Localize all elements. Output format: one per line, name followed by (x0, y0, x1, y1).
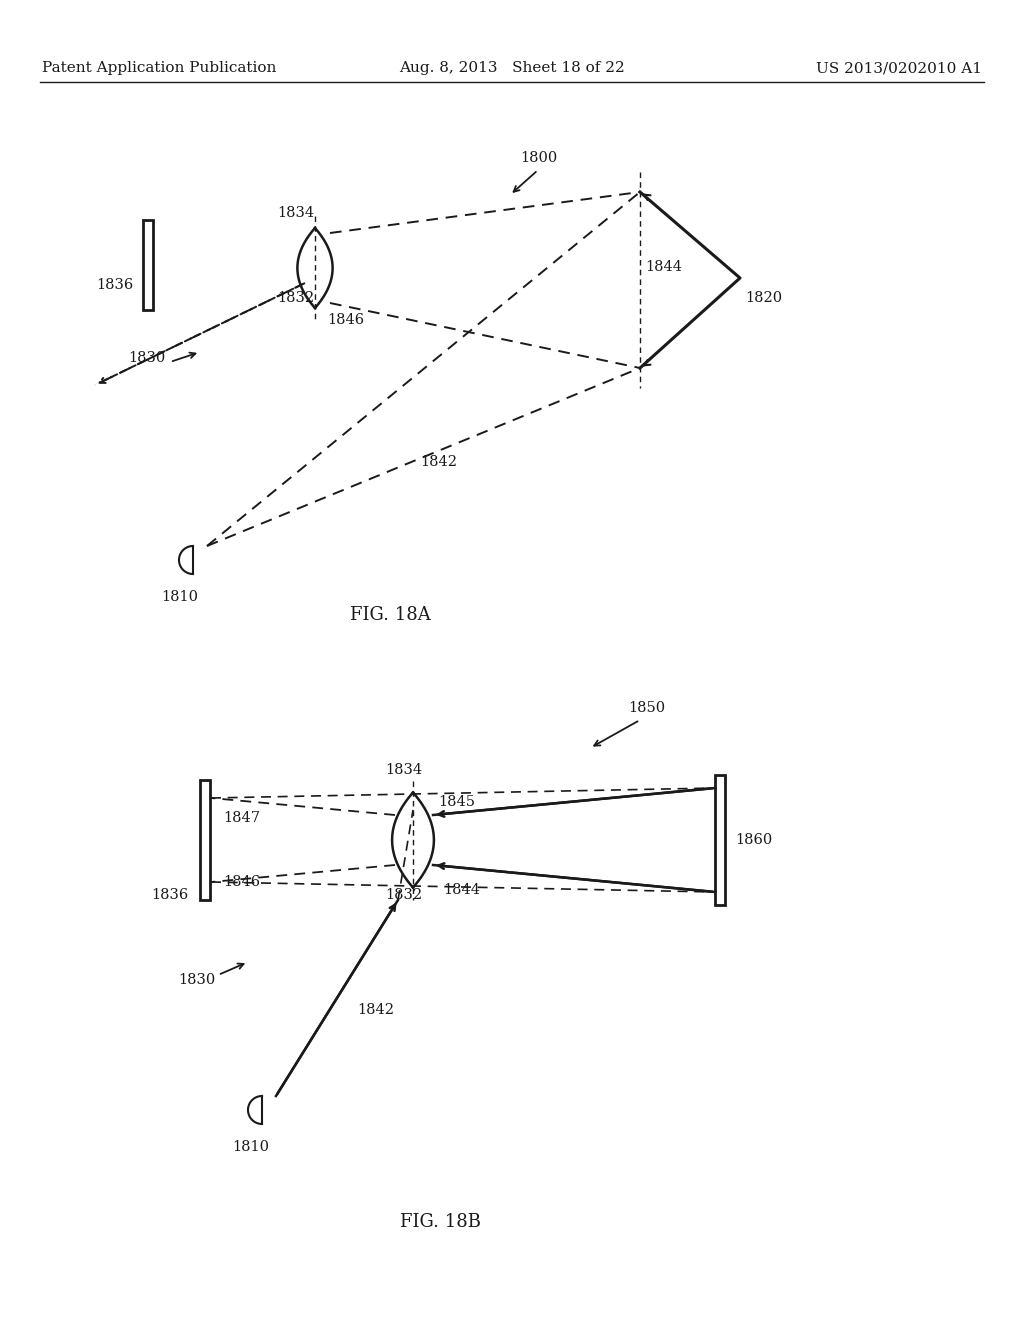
Text: 1830: 1830 (178, 973, 215, 987)
Text: 1846: 1846 (223, 875, 260, 888)
Text: 1810: 1810 (232, 1140, 269, 1154)
Text: 1832: 1832 (385, 888, 422, 902)
Text: 1842: 1842 (357, 1003, 394, 1016)
Text: 1820: 1820 (745, 290, 782, 305)
Text: 1834: 1834 (385, 763, 422, 777)
Text: 1832: 1832 (278, 290, 314, 305)
Text: 1842: 1842 (420, 455, 457, 469)
Text: 1836: 1836 (151, 888, 188, 902)
Bar (715, 775, 725, 906)
Text: 1860: 1860 (735, 833, 772, 847)
Text: 1836: 1836 (96, 279, 133, 292)
Bar (200, 780, 210, 900)
Text: 1845: 1845 (438, 795, 475, 809)
Text: 1846: 1846 (327, 313, 365, 327)
Text: 1810: 1810 (161, 590, 198, 605)
Bar (143, 220, 153, 310)
Text: Aug. 8, 2013   Sheet 18 of 22: Aug. 8, 2013 Sheet 18 of 22 (399, 61, 625, 75)
Text: US 2013/0202010 A1: US 2013/0202010 A1 (816, 61, 982, 75)
Text: Patent Application Publication: Patent Application Publication (42, 61, 276, 75)
Text: 1847: 1847 (223, 810, 260, 825)
Text: 1830: 1830 (128, 351, 165, 366)
Text: 1834: 1834 (278, 206, 314, 220)
Text: 1844: 1844 (443, 883, 480, 898)
Text: 1800: 1800 (520, 150, 557, 165)
Text: 1844: 1844 (645, 260, 682, 275)
Text: FIG. 18A: FIG. 18A (349, 606, 430, 624)
Text: FIG. 18B: FIG. 18B (399, 1213, 480, 1232)
Text: 1850: 1850 (628, 701, 666, 715)
